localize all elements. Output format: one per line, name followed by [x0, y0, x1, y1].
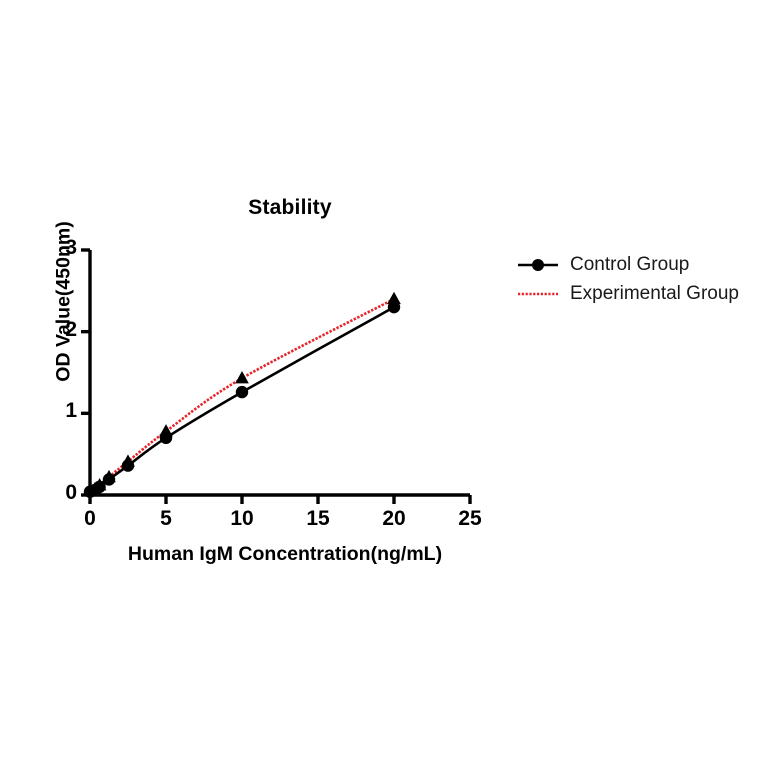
x-tick-label: 15 [306, 507, 330, 530]
legend-item-control[interactable]: Control Group [516, 250, 764, 279]
x-axis-label: Human IgM Concentration(ng/mL) [127, 543, 443, 565]
x-tick-label: 5 [160, 507, 172, 530]
legend-key-control-line-circle [516, 255, 560, 275]
y-tick-label: 2 [65, 317, 77, 341]
x-tick-label: 25 [458, 507, 482, 530]
markers-control [83, 300, 401, 498]
legend-key-experimental-dotted-line [516, 284, 560, 304]
legend-item-experimental[interactable]: Experimental Group [516, 279, 764, 308]
series-control [89, 306, 395, 493]
data-point [159, 431, 173, 445]
y-tick-label: 3 [65, 236, 77, 259]
data-point [93, 480, 106, 494]
x-tick-label: 0 [84, 507, 96, 530]
legend-label-experimental: Experimental Group [570, 282, 739, 304]
legend-label-control: Control Group [570, 253, 690, 275]
data-point [387, 300, 401, 314]
y-tick-label: 1 [65, 399, 77, 423]
x-tick-label: 10 [230, 507, 254, 530]
data-point [121, 459, 135, 472]
data-point [102, 473, 116, 486]
data-point [387, 291, 401, 305]
y-tick-label: 0 [65, 481, 77, 504]
data-point [235, 371, 249, 384]
axes [81, 248, 472, 504]
x-tick-label: 20 [382, 507, 406, 530]
chart-legend: Control Group Experimental Group [516, 250, 764, 308]
chart-title: Stability [248, 196, 332, 219]
series-line [89, 306, 395, 493]
data-point [235, 385, 249, 399]
